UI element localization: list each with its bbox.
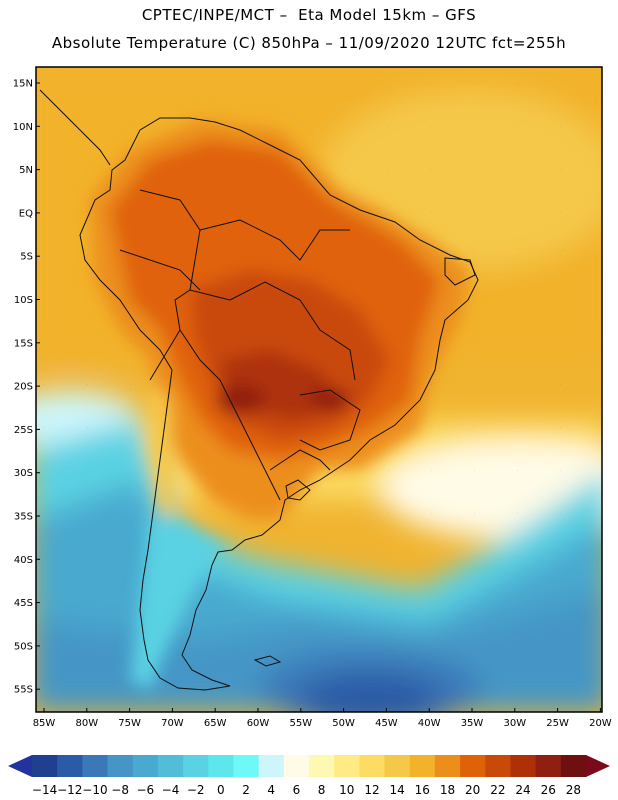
colorbar-label: 4 [267, 783, 275, 797]
lon-label: 50W [332, 718, 355, 729]
latitude-labels: 15N 10N 5N EQ 5S 10S 15S 20S 25S 30S 35S 40S 45S 50S 5… [13, 79, 40, 696]
lon-label: 55W [289, 718, 312, 729]
lon-label: 20W [589, 718, 612, 729]
lon-label: 85W [33, 718, 56, 729]
colorbar-label: 10 [339, 783, 354, 797]
colorbar-label: −12 [57, 783, 82, 797]
colorbar-swatch [334, 755, 360, 777]
colorbar-swatch [434, 755, 461, 777]
lat-label: 20S [14, 382, 33, 393]
colorbar-swatch [107, 755, 134, 777]
longitude-labels: 85W 80W 75W 70W 65W 60W 55W 50W 45W 40W 35W 30W 25W 2… [33, 708, 612, 729]
colorbar-swatch [57, 755, 83, 777]
colorbar-swatches [32, 755, 587, 777]
lon-label: 40W [418, 718, 441, 729]
lat-label: 30S [14, 468, 33, 479]
colorbar-label: 0 [217, 783, 225, 797]
colorbar-swatch [258, 755, 285, 777]
lat-label: 5N [19, 165, 33, 176]
colorbar-labels: −14 −12 −10 −8 −6 −4 −2 0 2 4 6 8 10 12 14 16 18 20 22 24 26… [32, 783, 581, 797]
lat-label: 35S [14, 512, 33, 523]
colorbar-label: 16 [415, 783, 430, 797]
colorbar-swatch [560, 755, 587, 777]
lat-label: EQ [19, 208, 33, 219]
colorbar-swatch [183, 755, 209, 777]
colorbar-low-arrow [8, 755, 32, 777]
colorbar-label: 8 [318, 783, 326, 797]
colorbar-label: −10 [82, 783, 107, 797]
lon-label: 75W [118, 718, 141, 729]
map-title-line2: Absolute Temperature (C) 850hPa – 11/09/… [51, 34, 567, 52]
lon-label: 30W [503, 718, 526, 729]
map-title-line1: CPTEC/INPE/MCT – Eta Model 15km – GFS [141, 6, 477, 24]
lon-label: 65W [204, 718, 227, 729]
temperature-colorbar: −14 −12 −10 −8 −6 −4 −2 0 2 4 6 8 10 12 14 16 18 20 22 24 26… [8, 755, 610, 797]
colorbar-label: 14 [389, 783, 404, 797]
colorbar-label: 2 [242, 783, 250, 797]
colorbar-label: 12 [364, 783, 379, 797]
colorbar-high-arrow [586, 755, 610, 777]
lon-label: 35W [461, 718, 484, 729]
colorbar-label: 6 [293, 783, 301, 797]
lat-label: 10S [14, 295, 33, 306]
lat-label: 10N [13, 122, 33, 133]
colorbar-label: −2 [187, 783, 205, 797]
lon-label: 70W [161, 718, 184, 729]
colorbar-swatch [132, 755, 159, 777]
lat-label: 40S [14, 555, 33, 566]
lon-label: 60W [247, 718, 270, 729]
colorbar-swatch [208, 755, 234, 777]
colorbar-swatch [309, 755, 335, 777]
lat-label: 25S [14, 425, 33, 436]
colorbar-label: −8 [111, 783, 129, 797]
colorbar-swatch [535, 755, 562, 777]
colorbar-label: 24 [515, 783, 530, 797]
temperature-field [36, 67, 602, 712]
colorbar-swatch [82, 755, 109, 777]
colorbar-label: 22 [490, 783, 505, 797]
lat-label: 55S [14, 685, 33, 696]
colorbar-swatch [510, 755, 537, 777]
colorbar-swatch [384, 755, 411, 777]
map-frame [35, 66, 603, 713]
coastline-outline [39, 89, 479, 691]
colorbar-label: −4 [162, 783, 180, 797]
lon-label: 80W [75, 718, 98, 729]
colorbar-label: 20 [465, 783, 480, 797]
colorbar-label: 26 [541, 783, 556, 797]
colorbar-swatch [32, 755, 58, 777]
lon-label: 45W [375, 718, 398, 729]
colorbar-swatch [460, 755, 486, 777]
colorbar-label: 18 [440, 783, 455, 797]
colorbar-swatch [233, 755, 260, 777]
lat-label: 45S [14, 598, 33, 609]
colorbar-swatch [359, 755, 386, 777]
colorbar-swatch [157, 755, 184, 777]
colorbar-label: −6 [136, 783, 154, 797]
lat-label: 5S [20, 252, 33, 263]
colorbar-swatch [409, 755, 436, 777]
lat-label: 50S [14, 641, 33, 652]
lat-label: 15N [13, 79, 33, 90]
lat-label: 15S [14, 338, 33, 349]
colorbar-swatch [283, 755, 310, 777]
lon-label: 25W [546, 718, 569, 729]
colorbar-label: 28 [566, 783, 581, 797]
colorbar-swatch [485, 755, 511, 777]
colorbar-label: −14 [32, 783, 57, 797]
